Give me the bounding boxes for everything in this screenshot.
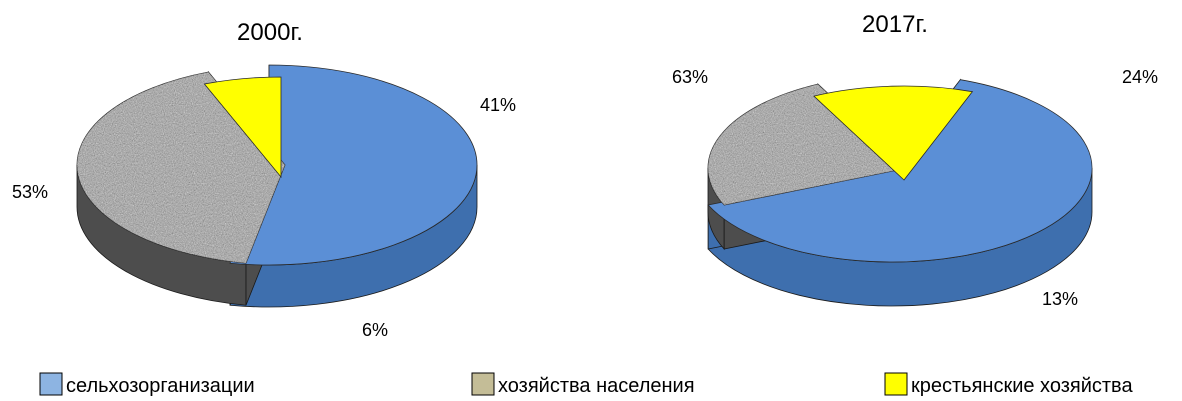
data-label-2000-крестьянские-хозяйства: 6%: [362, 320, 388, 340]
legend-swatch-сельхозорганизации: [39, 372, 63, 396]
legend-label-крестьянские-хозяйства: крестьянские хозяйства: [911, 375, 1133, 397]
pie-2017: [707, 78, 1093, 307]
data-label-2017-крестьянские-хозяйства: 13%: [1042, 289, 1078, 309]
data-label-2017-сельхозорганизации: 63%: [672, 67, 708, 87]
data-label-2017-хозяйства-населения: 24%: [1122, 67, 1158, 87]
chart-title-2017: 2017г.: [862, 11, 928, 38]
pie-slice-крестьянские хозяйства: [813, 85, 974, 181]
chart-title-2000: 2000г.: [237, 19, 303, 46]
data-label-2000-хозяйства-населения: 41%: [480, 95, 516, 115]
legend: сельхозорганизации хозяйства населения к…: [39, 372, 1133, 397]
pie-slice-крестьянские хозяйства: [203, 76, 282, 179]
pie-2000: [76, 64, 478, 308]
pie-slice-сельхозорганизации: [229, 64, 478, 266]
pie-slice-texture: [707, 84, 908, 206]
legend-label-сельхозорганизации: сельхозорганизации: [66, 375, 255, 397]
legend-swatch-крестьянские-хозяйства: [884, 372, 908, 396]
pie-slice-texture: [77, 72, 285, 264]
legend-swatch-хозяйства-населения: [471, 372, 495, 396]
data-label-2000-сельхозорганизации: 53%: [12, 182, 48, 202]
legend-label-хозяйства-населения: хозяйства населения: [498, 375, 695, 397]
